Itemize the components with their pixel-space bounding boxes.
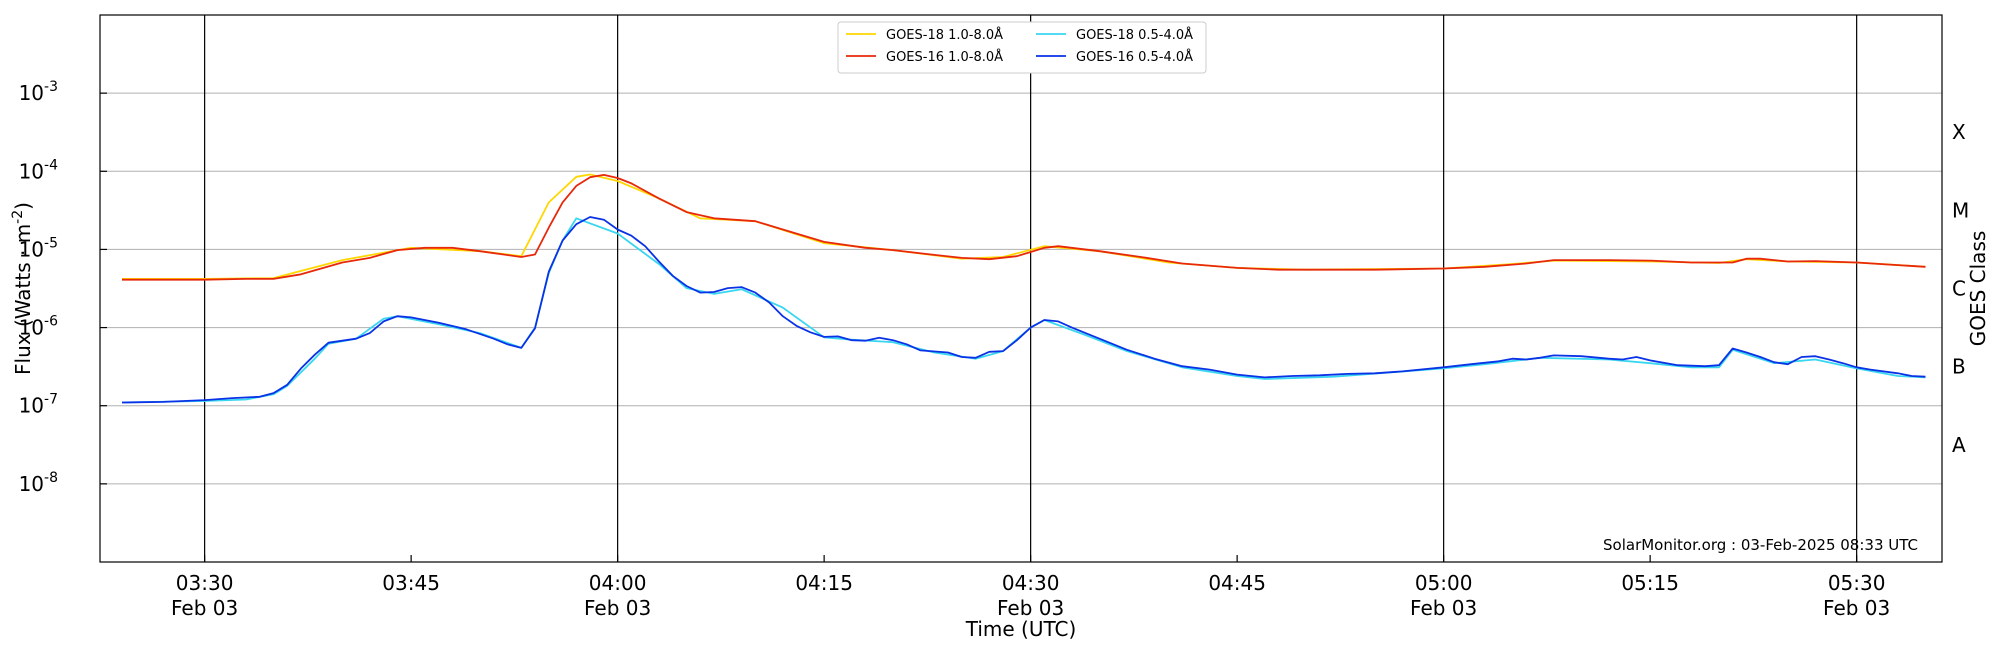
goes-class-label: A bbox=[1952, 433, 1966, 457]
goes-class-label: X bbox=[1952, 120, 1966, 144]
x-tick-time-label: 03:30 bbox=[176, 571, 234, 595]
x-tick-date-label: Feb 03 bbox=[1410, 596, 1477, 620]
y-tick-label: 10-3 bbox=[19, 79, 58, 105]
vertical-day-lines bbox=[204, 15, 1858, 562]
y-tick-label: 10-4 bbox=[19, 157, 59, 183]
x-tick-date-label: Feb 03 bbox=[584, 596, 651, 620]
legend-label: GOES-16 0.5-4.0Å bbox=[1076, 49, 1193, 65]
credit-text: SolarMonitor.org : 03-Feb-2025 08:33 UTC bbox=[1603, 536, 1918, 554]
x-tick-time-label: 05:15 bbox=[1621, 571, 1679, 595]
y-tick-label: 10-5 bbox=[19, 235, 58, 261]
y-tick-label: 10-6 bbox=[19, 314, 59, 340]
x-tick-time-label: 04:00 bbox=[589, 571, 647, 595]
goes-class-label: B bbox=[1952, 355, 1966, 379]
x-axis-title: Time (UTC) bbox=[965, 617, 1077, 641]
x-tick-time-label: 04:45 bbox=[1208, 571, 1266, 595]
series-line bbox=[122, 173, 1926, 281]
goes-class-axis-title: GOES Class bbox=[1966, 231, 1990, 347]
legend-label: GOES-18 1.0-8.0Å bbox=[886, 27, 1003, 43]
x-tick-date-label: Feb 03 bbox=[1823, 596, 1890, 620]
x-tick-time-label: 03:45 bbox=[382, 571, 440, 595]
y-tick-label: 10-7 bbox=[19, 392, 58, 418]
legend: GOES-18 1.0-8.0Å GOES-18 0.5-4.0Å GOES-16 … bbox=[837, 21, 1207, 74]
x-tick-time-label: 05:00 bbox=[1415, 571, 1473, 595]
series-line bbox=[121, 216, 1926, 404]
y-tick-label: 10-8 bbox=[19, 470, 58, 496]
series-line bbox=[122, 173, 1926, 280]
x-tick-time-label: 04:30 bbox=[1002, 571, 1060, 595]
series-line bbox=[121, 217, 1926, 404]
x-tick-date-label: Feb 03 bbox=[171, 596, 238, 620]
y-axis-title-superscript: -2 bbox=[10, 210, 26, 224]
y-axis-title-suffix: ) bbox=[11, 202, 35, 210]
goes-class-labels: A B C M X bbox=[1952, 120, 1969, 457]
goes-class-label: M bbox=[1952, 198, 1969, 222]
y-axis-title: Flux (Watts · m-2) bbox=[10, 202, 35, 375]
series-layer bbox=[121, 173, 1926, 404]
y-axis-title-main: Flux (Watts · m bbox=[11, 224, 35, 375]
legend-label: GOES-18 0.5-4.0Å bbox=[1076, 27, 1193, 43]
x-tick-time-label: 04:15 bbox=[795, 571, 853, 595]
plot-frame bbox=[99, 14, 1943, 563]
grid-layer bbox=[100, 92, 1942, 485]
x-tick-date-label: Feb 03 bbox=[997, 596, 1064, 620]
legend-label: GOES-16 1.0-8.0Å bbox=[886, 49, 1003, 65]
legend-box bbox=[837, 21, 1207, 74]
x-tick-time-label: 05:30 bbox=[1828, 571, 1886, 595]
goes-class-label: C bbox=[1952, 277, 1966, 301]
